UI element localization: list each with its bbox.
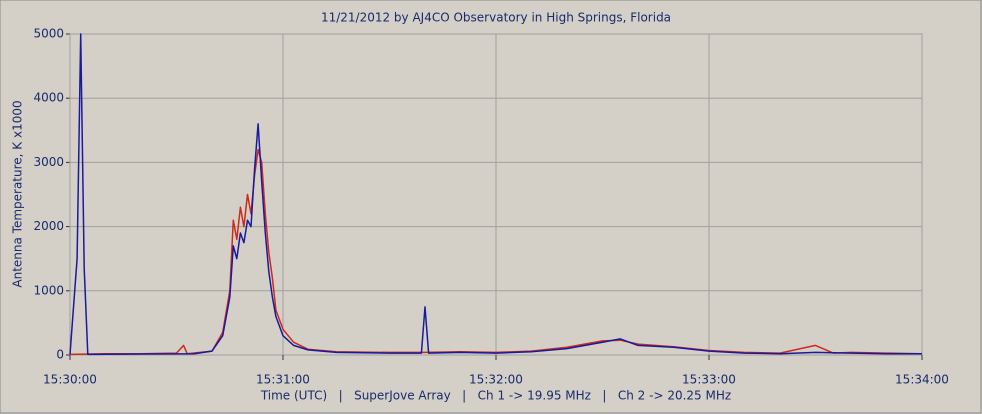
x-tick-label: 15:34:00: [895, 373, 949, 387]
y-tick-label: 5000: [33, 27, 64, 41]
x-tick-label: 15:30:00: [43, 373, 97, 387]
y-tick-label: 2000: [33, 219, 64, 233]
y-tick-label: 4000: [33, 91, 64, 105]
x-axis-label: Time (UTC) | SuperJove Array | Ch 1 -> 1…: [260, 389, 731, 403]
x-tick-label: 15:33:00: [682, 373, 736, 387]
series-line: [69, 33, 922, 356]
y-tick-label: 1000: [33, 283, 64, 297]
y-tick-label: 3000: [33, 155, 64, 169]
y-tick-label: 0: [56, 348, 64, 362]
chart-title: 11/21/2012 by AJ4CO Observatory in High …: [321, 11, 671, 25]
y-axis-label: Antenna Temperature, K x1000: [11, 100, 25, 287]
x-tick-label: 15:31:00: [256, 373, 310, 387]
x-tick-label: 15:32:00: [469, 373, 523, 387]
